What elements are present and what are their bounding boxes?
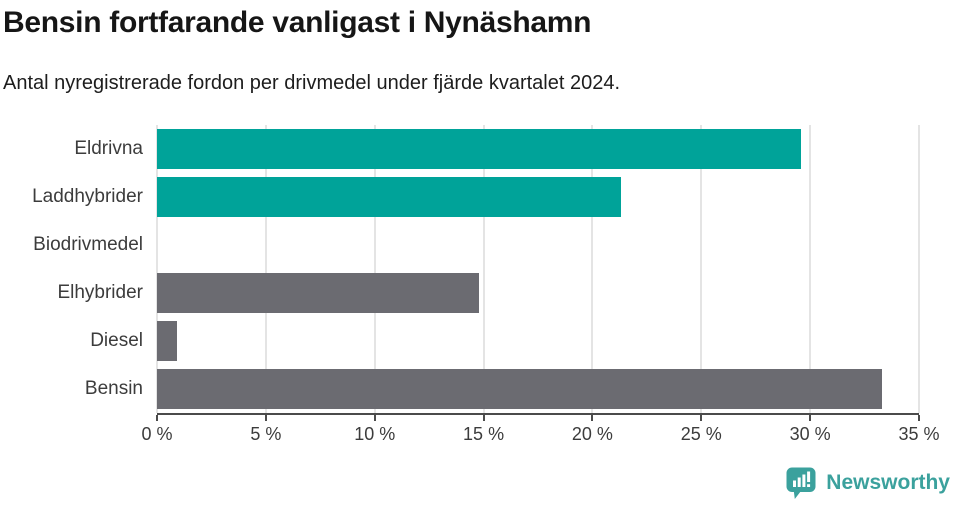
- x-axis-tick-label: 20 %: [571, 424, 613, 444]
- bar-row: [157, 221, 919, 269]
- x-axis-tick: [591, 415, 594, 421]
- plot-area: [156, 125, 920, 415]
- x-axis-tick: [156, 415, 158, 421]
- bar: [157, 177, 621, 217]
- category-label: Diesel: [90, 330, 143, 351]
- bar-row: [157, 125, 919, 173]
- x-axis-tick: [918, 415, 920, 421]
- logo-bar-tall: [802, 474, 806, 487]
- x-axis-tick-label: 30 %: [789, 424, 831, 444]
- gridline: [373, 125, 376, 413]
- gridline: [591, 125, 594, 413]
- category-label: Bensin: [84, 378, 143, 399]
- bar-row: [157, 269, 919, 317]
- logo-bar-medium: [797, 477, 801, 487]
- category-label: Laddhybrider: [32, 186, 143, 207]
- x-axis-tick: [809, 415, 812, 421]
- brand-name: Newsworthy: [826, 471, 950, 494]
- brand-footer: Newsworthy: [785, 466, 950, 500]
- bar: [157, 321, 177, 361]
- bar: [157, 129, 802, 169]
- category-label: Elhybrider: [57, 282, 143, 303]
- gridline: [700, 125, 703, 413]
- x-axis-tick-label: 15 %: [463, 424, 505, 444]
- category-labels: Eldrivna Laddhybrider Biodrivmedel Elhybrid…: [0, 125, 143, 413]
- x-axis-tick-label: 35 %: [898, 424, 940, 444]
- x-axis-tick-label: 25 %: [680, 424, 722, 444]
- bar-row: [157, 317, 919, 365]
- x-axis-tick: [700, 415, 703, 421]
- x-axis-tick: [482, 415, 485, 421]
- category-label: Biodrivmedel: [33, 234, 143, 255]
- x-axis-tick-label: 10 %: [354, 424, 396, 444]
- x-axis-tick: [373, 415, 376, 421]
- x-axis-tick-label: 5 %: [250, 424, 282, 444]
- logo-exclamation-stem: [807, 471, 811, 482]
- chart-subtitle: Antal nyregistrerade fordon per drivmede…: [3, 72, 621, 94]
- gridline: [809, 125, 812, 413]
- gridline: [156, 125, 158, 413]
- x-axis: 0 % 5 % 10 % 15 % 20 % 25 % 30 % 35 %: [141, 415, 940, 455]
- logo-bar-small: [793, 480, 797, 487]
- bar: [157, 369, 882, 409]
- newsworthy-logo-icon: [786, 467, 816, 499]
- category-label: Eldrivna: [74, 138, 143, 159]
- x-axis-tick-label: 0 %: [141, 424, 173, 444]
- bar: [157, 273, 480, 313]
- x-axis-tick: [264, 415, 267, 421]
- gridline: [264, 125, 267, 413]
- logo-exclamation-dot: [807, 484, 811, 487]
- gridline: [918, 125, 920, 413]
- bar-row: [157, 173, 919, 221]
- gridline: [482, 125, 485, 413]
- bar-row: [157, 365, 919, 413]
- chart-title: Bensin fortfarande vanligast i Nynäshamn: [3, 6, 592, 39]
